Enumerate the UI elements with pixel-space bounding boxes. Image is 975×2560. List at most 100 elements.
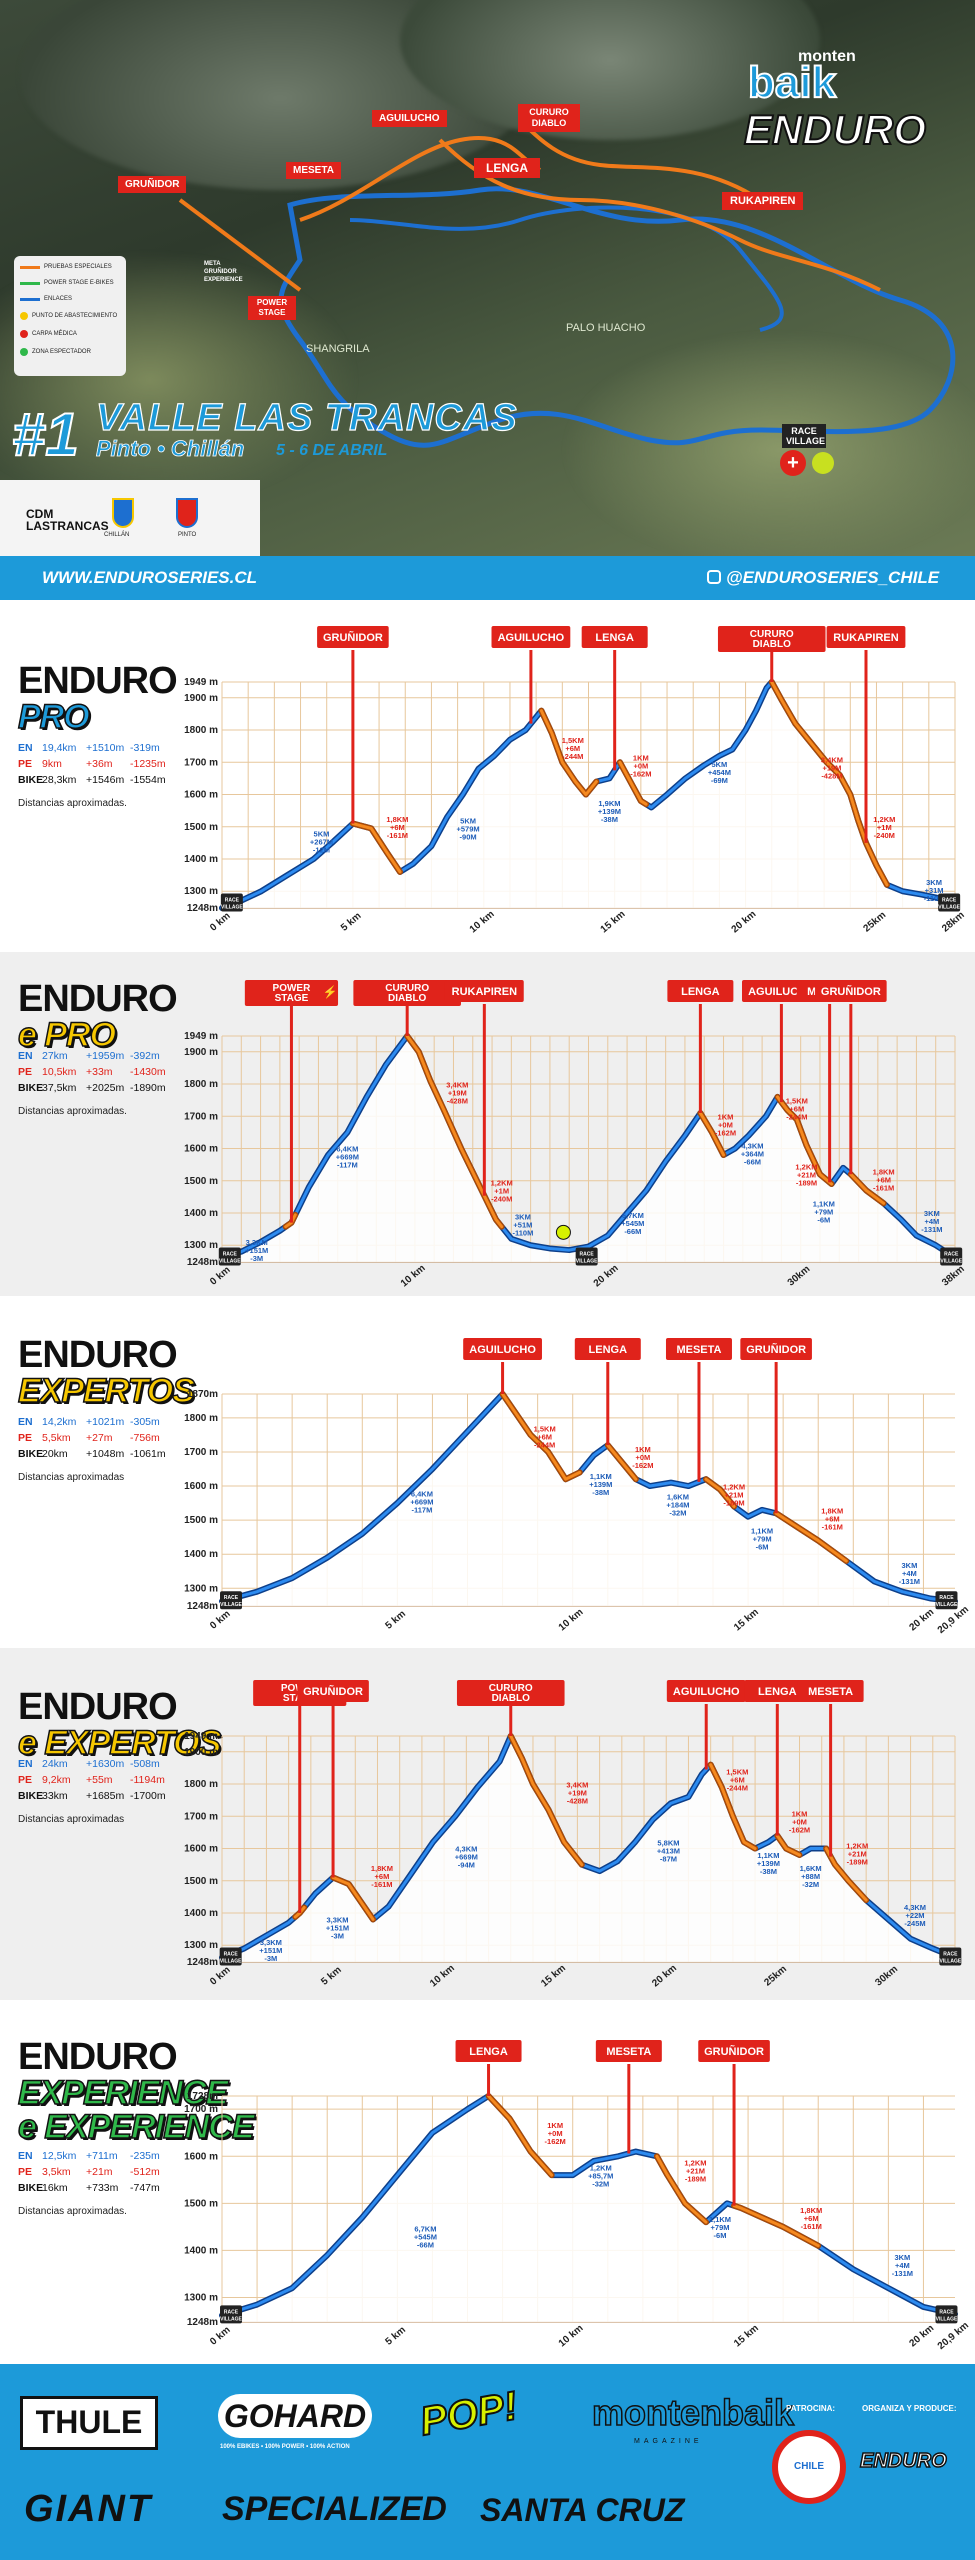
stage-label-box — [826, 626, 906, 648]
segment-annotation: +669M — [455, 1853, 478, 1862]
segment-annotation: +6M — [789, 1104, 804, 1113]
segment-annotation: +545M — [621, 1219, 644, 1228]
segment-annotation: 1KM — [718, 1113, 734, 1122]
segment-annotation: +0M — [633, 762, 648, 771]
special-stage-segment — [774, 1511, 848, 1563]
map-place-shangrila: SHANGRILA — [306, 343, 370, 355]
race-village-label: VILLAGE — [936, 1602, 958, 1608]
stage-label-box — [581, 626, 648, 648]
race-village-label: RACE — [224, 2309, 239, 2315]
segment-annotation: -38M — [592, 1488, 609, 1497]
profile-line — [220, 1034, 957, 1259]
segment-annotation: -244M — [562, 752, 583, 761]
race-village-badge — [938, 893, 961, 912]
stats-cell: -1194m — [130, 1774, 165, 1786]
chart-title: ENDURO EXPERTOS — [17, 1336, 195, 1409]
special-stage-segment — [539, 709, 598, 797]
segment-annotation: 3KM — [924, 1209, 940, 1218]
pinto-crest-icon — [176, 498, 198, 528]
segment-annotation: 1,2KM — [491, 1179, 513, 1188]
segment-annotation: +0M — [792, 1817, 807, 1826]
segment-annotation: -189M — [685, 2175, 706, 2184]
segment-annotation: 3,3KM — [260, 1938, 282, 1947]
elevation-chart-5: ENDURO EXPERIENCE e EXPERIENCE EN 12,5km +711… — [0, 2000, 975, 2364]
x-tick-label: 15 km — [732, 1607, 761, 1634]
stage-label: RUKAPIREN — [452, 986, 517, 998]
race-village-label: VILLAGE — [940, 1958, 962, 1964]
sponsor-gohard: GOHARD — [218, 2394, 372, 2438]
y-tick-label: 1600 m — [184, 790, 218, 801]
segment-annotation: -32M — [802, 1880, 819, 1889]
stats-cell: +1546m — [86, 774, 125, 786]
stage-label: DIABLO — [388, 993, 427, 1004]
y-tick-label: 1900 m — [184, 1047, 218, 1058]
stats-cell: +55m — [86, 1774, 113, 1786]
race-village-label: VILLAGE — [220, 1602, 242, 1608]
segment-annotation: +21M — [686, 2167, 705, 2176]
x-tick-label: 5 km — [319, 1964, 344, 1987]
stage-label-box — [491, 626, 571, 648]
segment-annotation: -3M — [250, 1254, 263, 1263]
y-tick-label: 1300 m — [184, 2293, 218, 2304]
stats-cell: 20km — [42, 1448, 68, 1460]
event-number: #1 — [11, 400, 80, 469]
segment-annotation: -240M — [491, 1195, 512, 1204]
stats-cell: 27km — [42, 1050, 68, 1062]
social-handle[interactable]: @ENDUROSERIES_CHILE — [726, 568, 940, 587]
stats-cell: 19,4km — [42, 742, 77, 754]
legend-item: ZONA ESPECTADOR — [32, 349, 91, 355]
segment-annotation: +19M — [448, 1088, 467, 1097]
segment-annotation: +413M — [657, 1846, 680, 1855]
segment-annotation: -38M — [760, 1867, 777, 1876]
stage-label: LENGA — [758, 1686, 797, 1698]
distance-note: Distancias aproximadas. — [18, 1106, 127, 1117]
race-village-label: RACE — [944, 1251, 959, 1257]
stage-label: AGUILUCHO — [673, 1686, 740, 1698]
segment-annotation: -428M — [821, 771, 842, 780]
segment-annotation: +151M — [245, 1246, 268, 1255]
stage-label-box — [353, 980, 461, 1006]
segment-annotation: +6M — [565, 744, 580, 753]
segment-annotation: 5KM — [711, 760, 727, 769]
elevation-area — [222, 1036, 955, 1262]
segment-annotation: 3KM — [894, 2253, 910, 2262]
stage-label: LENGA — [589, 1344, 628, 1356]
stage-label-box — [574, 1338, 641, 1360]
y-tick-label: 1600 m — [184, 1144, 218, 1155]
segment-annotation: -69M — [711, 776, 728, 785]
segment-annotation: 1KM — [633, 754, 649, 763]
x-tick-label: 15 km — [599, 909, 628, 936]
stats-row: PE 5,5km +27m -756m — [18, 1430, 174, 1446]
chillan-crest-icon — [112, 498, 134, 528]
segment-annotation: +139M — [589, 1480, 612, 1489]
chart-subtitle: e EXPERTOS — [17, 1724, 222, 1762]
chart-title: ENDURO EXPERIENCE e EXPERIENCE — [17, 2038, 255, 2145]
segment-annotation: 4,3KM — [455, 1845, 477, 1854]
legend-item: ENLACES — [44, 296, 73, 302]
segment-annotation: 1,2KM — [684, 2159, 706, 2168]
stats-cell: -1061m — [130, 1448, 166, 1460]
segment-annotation: +79M — [814, 1208, 833, 1217]
segment-annotation: +454M — [708, 768, 731, 777]
race-village-badge — [939, 1947, 962, 1966]
segment-annotation: +6M — [375, 1872, 390, 1881]
stats-cell: +36m — [86, 758, 113, 770]
segment-annotation: -240M — [874, 831, 895, 840]
y-tick-label: 1600 m — [184, 1481, 218, 1492]
elevation-area — [222, 1394, 955, 1606]
website-link[interactable]: WWW.ENDUROSERIES.CL — [42, 568, 258, 587]
segment-annotation: 6,4KM — [411, 1489, 433, 1498]
brand-top: monten — [798, 48, 856, 65]
y-tick-label: 1248m — [187, 1257, 218, 1268]
x-tick-label: 10 km — [468, 909, 497, 936]
stage-label: GRUÑIDOR — [323, 631, 383, 644]
special-stage-4 — [518, 118, 762, 202]
sponsor-cdm: CDM LASTRANCAS — [26, 507, 109, 533]
special-stage-segment — [775, 1834, 802, 1857]
segment-annotation: -245M — [904, 1919, 925, 1928]
route-map: GRUÑIDOR MESETA AGUILUCHO CURURO DIABLO … — [0, 0, 975, 556]
stage-label-box — [665, 1338, 732, 1360]
stage-label-box — [698, 2040, 770, 2062]
sponsor-chillan: CHILLÁN — [104, 532, 130, 538]
segment-annotation: 1,1KM — [757, 1851, 779, 1860]
